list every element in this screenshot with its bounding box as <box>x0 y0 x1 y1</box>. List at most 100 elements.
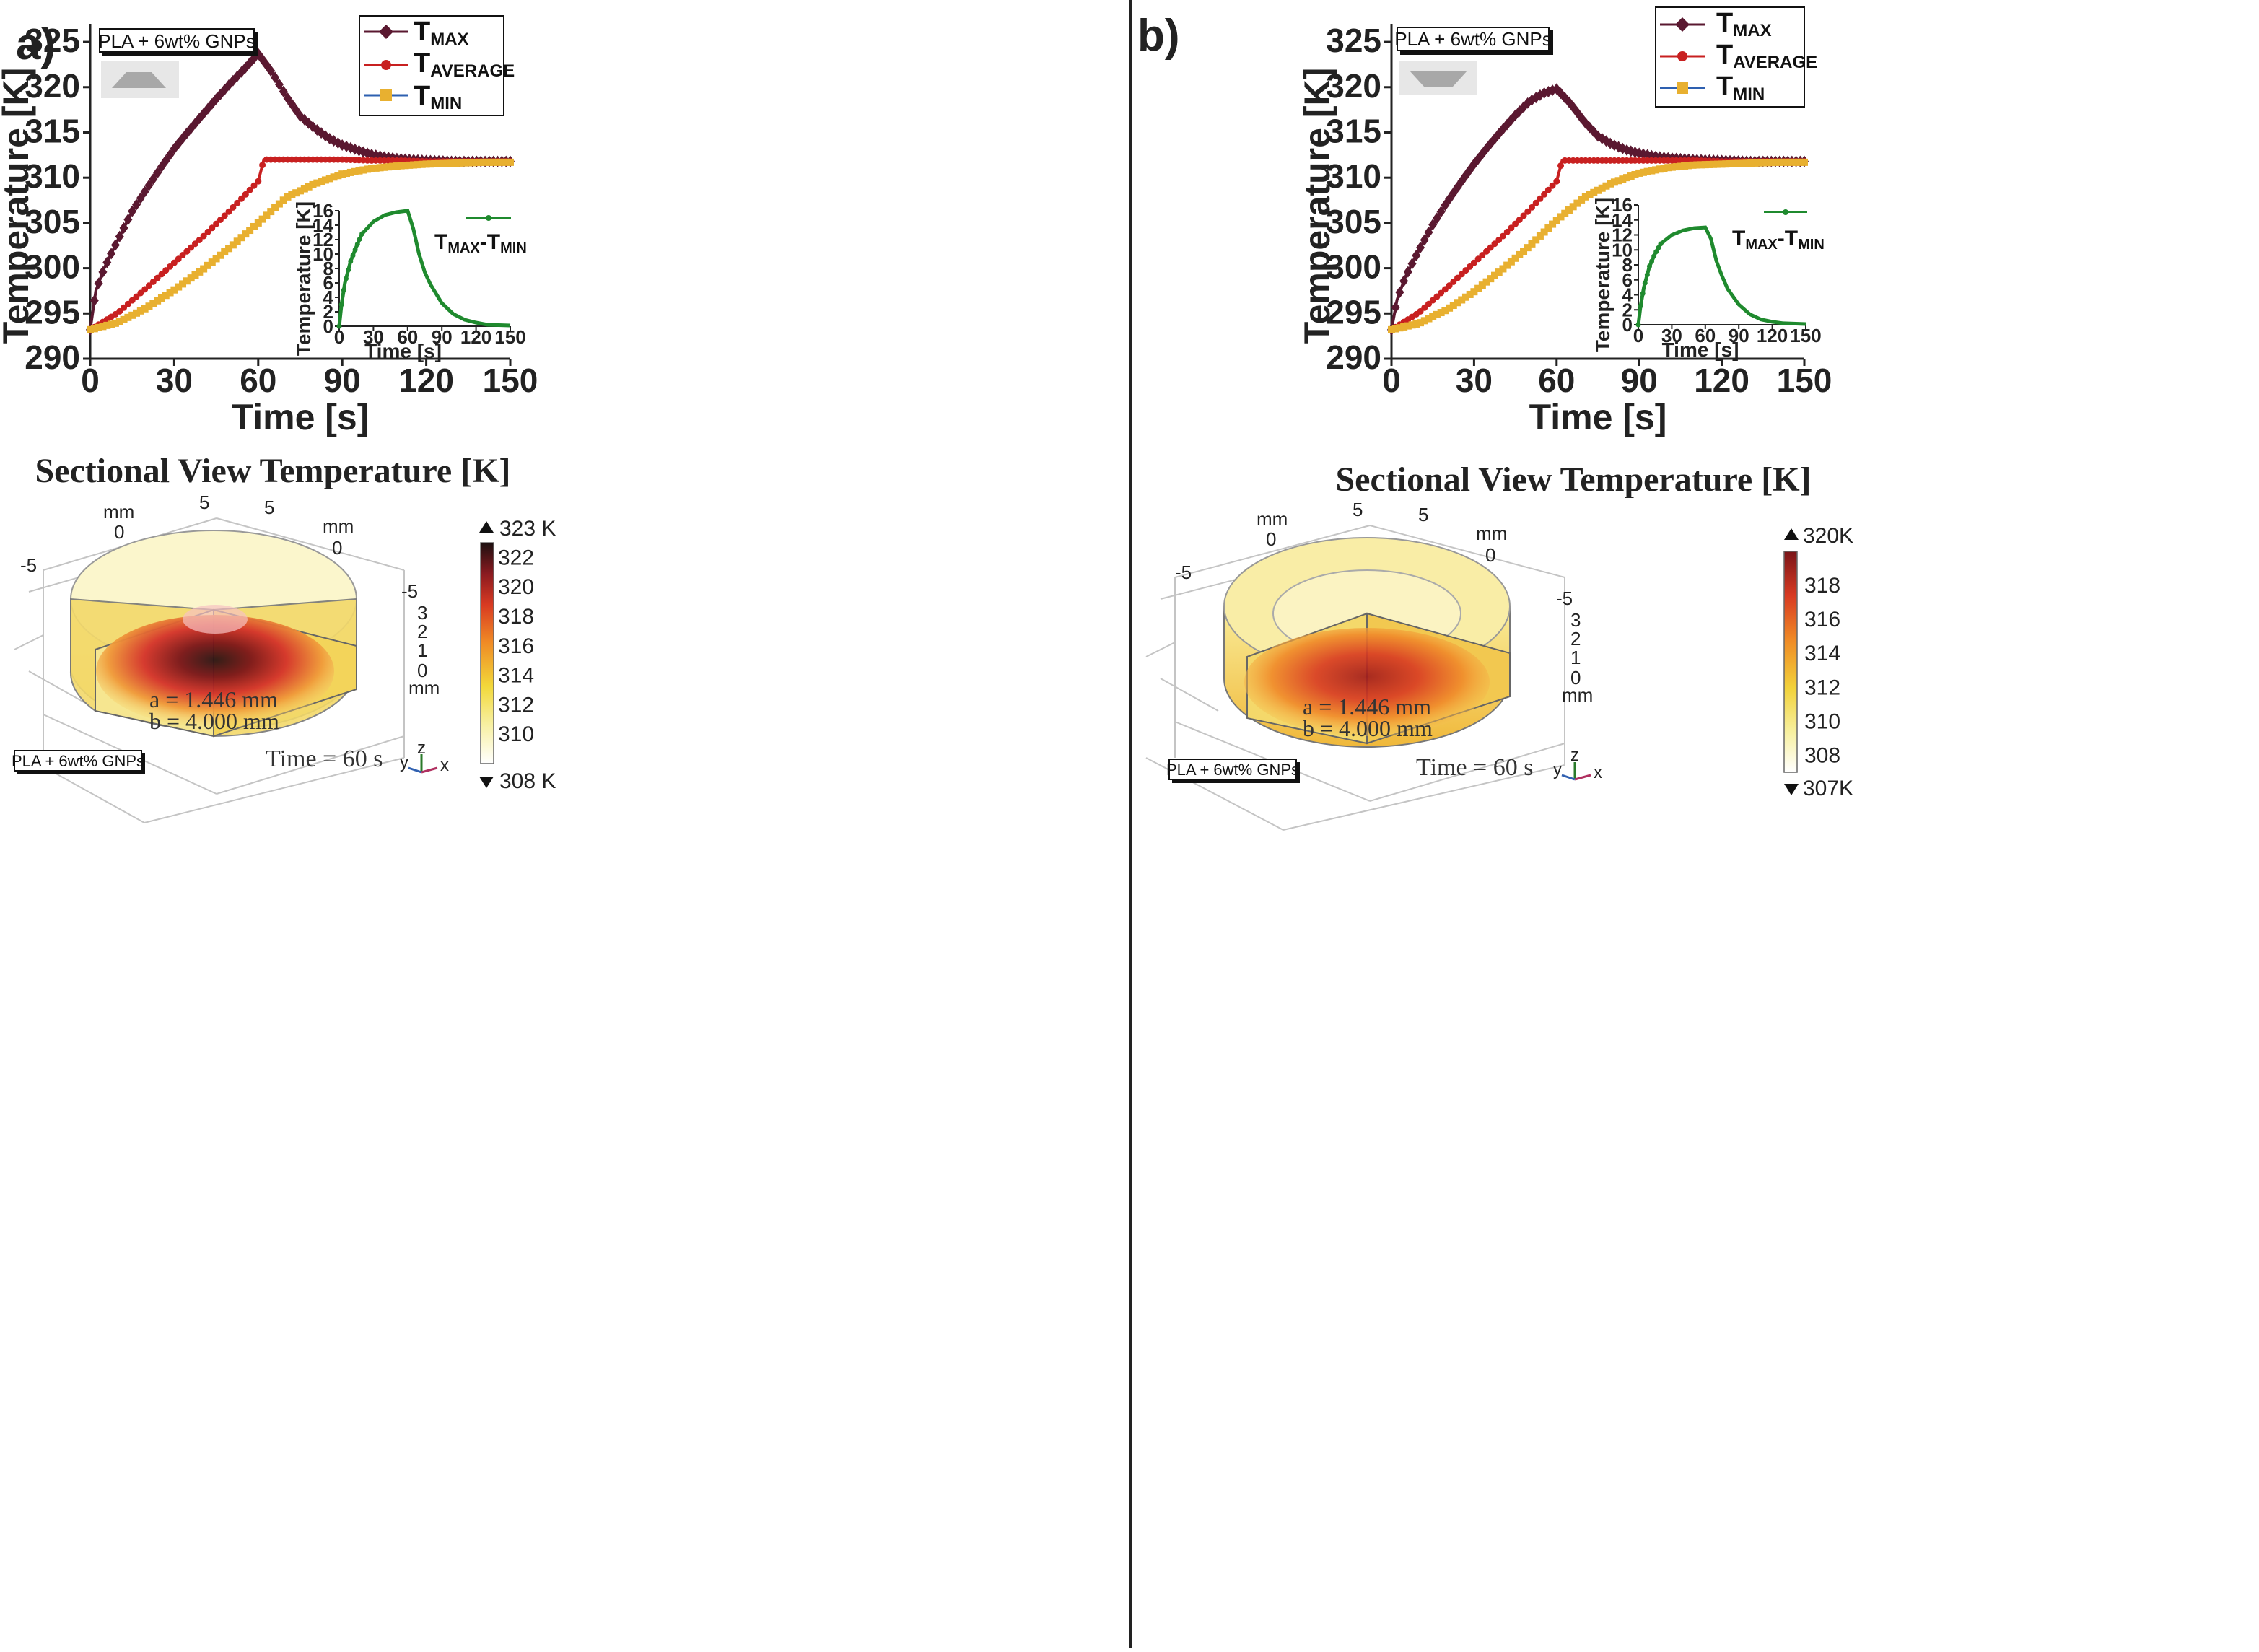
y-tick-label: 305 <box>25 203 80 240</box>
data-point-tmin <box>187 274 195 282</box>
data-point-tmin <box>1635 169 1643 177</box>
data-point-tmin <box>149 300 157 307</box>
circle-marker-icon <box>381 60 391 70</box>
data-point-tmin <box>406 161 414 169</box>
data-point-tmax <box>128 205 137 217</box>
data-point-tmin <box>439 159 447 167</box>
data-point-tmax <box>1432 212 1441 224</box>
data-point-tmin <box>1801 158 1808 166</box>
colorbar-ticks: 318 316 314 312 310 308 <box>1804 574 1840 767</box>
y-tick-label: 290 <box>25 338 80 376</box>
data-point-tmin <box>111 319 119 327</box>
data-point-taverage <box>230 204 237 211</box>
data-point-tmin <box>1552 217 1560 224</box>
time-label: Time = 60 s <box>1416 754 1533 781</box>
data-point-tmin <box>507 158 514 166</box>
data-point-tmax <box>1552 83 1561 95</box>
axis3d-z: 1 <box>1570 647 1581 668</box>
inset-data-point <box>348 258 354 264</box>
inset-y-tick-label: 12 <box>313 229 333 250</box>
axis3d-val: 5 <box>264 497 274 518</box>
axis3d-z: 3 <box>417 602 427 624</box>
data-point-tmin <box>1631 170 1639 178</box>
data-point-tmin <box>1664 164 1672 172</box>
data-point-tmin <box>1747 159 1755 167</box>
inset-x-tick-label: 30 <box>363 326 384 348</box>
y-tick-label: 325 <box>1326 22 1381 59</box>
data-point-tmin <box>393 162 401 170</box>
data-point-tmax <box>1614 141 1623 153</box>
data-point-taverage <box>121 304 128 311</box>
data-point-tmax <box>144 179 154 191</box>
arrow-down-icon <box>1784 784 1799 795</box>
data-point-tmin <box>1607 180 1614 188</box>
data-point-tmin <box>334 172 342 180</box>
svg-text:y: y <box>1553 760 1562 779</box>
data-point-tmin <box>275 200 283 208</box>
data-point-tmin <box>196 268 204 276</box>
section-title: Sectional View Temperature [K] <box>35 452 510 490</box>
data-point-tmax <box>153 167 162 179</box>
data-point-taverage <box>1508 224 1515 232</box>
axis3d-mm-z: mm <box>1562 684 1593 706</box>
y-axis-title: Temperature [K] <box>1297 68 1337 344</box>
data-point-tmin <box>1710 160 1718 168</box>
data-point-tmin <box>410 161 418 169</box>
svg-text:TMAX-TMIN: TMAX-TMIN <box>1732 227 1825 253</box>
data-point-taverage <box>1512 220 1519 227</box>
data-point-tmin <box>1532 236 1540 244</box>
inset-y-tick-label: 16 <box>313 200 333 222</box>
axis3d-val: 0 <box>1266 528 1276 550</box>
data-point-tmin <box>452 159 460 167</box>
square-marker-icon <box>1677 82 1688 94</box>
inset-x-tick-label: 60 <box>1695 325 1716 346</box>
inset-y-tick-label: 0 <box>1622 314 1633 336</box>
legend-item-tmin: TMIN <box>364 81 462 113</box>
inset-data-point <box>1640 291 1646 297</box>
dim-b: b = 4.000 mm <box>1303 715 1433 741</box>
data-point-tmax <box>279 85 288 97</box>
colorbar-tick-label: 314 <box>498 664 534 688</box>
data-point-tmin <box>502 158 510 166</box>
data-point-tmin <box>179 280 187 288</box>
axis3d-val: -5 <box>1556 587 1573 609</box>
data-point-tmin <box>1742 159 1750 167</box>
inset-series <box>336 209 511 329</box>
colorbar: 323 K 322 320 318 316 314 312 310 308 K <box>479 517 556 793</box>
data-point-taverage <box>145 282 152 289</box>
inset-y-tick-label: 10 <box>313 243 333 265</box>
data-point-tmin <box>1408 321 1416 329</box>
colorbar-tick-label: 318 <box>1804 574 1840 598</box>
data-point-tmin <box>397 162 405 170</box>
svg-text:TMAX: TMAX <box>414 17 469 49</box>
data-point-taverage <box>217 217 224 224</box>
panel-a: a) 290 295 300 305 310 315 320 325 0 30 60 90 120 150… <box>0 0 1130 1648</box>
data-point-tmin <box>1586 191 1594 198</box>
inset-data-point <box>346 267 351 273</box>
data-point-tmin <box>372 164 380 172</box>
data-point-taverage <box>137 289 144 297</box>
data-point-taverage <box>1532 199 1539 206</box>
panel-divider <box>1130 0 1132 1648</box>
x-tick-label: 30 <box>156 362 193 399</box>
data-point-tmin <box>1643 167 1651 175</box>
data-point-tmin <box>364 165 372 173</box>
data-point-tmin <box>90 325 98 333</box>
x-tick-label: 60 <box>240 362 276 399</box>
data-point-tmin <box>498 158 506 166</box>
colorbar-tick-label: 308 <box>1804 743 1840 767</box>
data-point-tmin <box>166 289 174 297</box>
inset-data-point <box>343 276 349 281</box>
inset-data-point <box>359 231 365 237</box>
data-point-taverage <box>1441 286 1449 293</box>
inset-y-tick-label: 10 <box>1612 239 1633 261</box>
dim-a: a = 1.446 mm <box>149 686 278 712</box>
data-point-tmin <box>1614 177 1622 185</box>
x-tick-label: 150 <box>1777 362 1832 399</box>
axis3d-mm-z: mm <box>408 677 440 699</box>
data-point-tmin <box>288 191 296 199</box>
svg-text:TMAX-TMIN: TMAX-TMIN <box>434 230 527 256</box>
inset-x-axis-title: Time [s] <box>364 340 442 362</box>
square-marker-icon <box>380 89 392 101</box>
data-point-tmax <box>1581 117 1590 129</box>
